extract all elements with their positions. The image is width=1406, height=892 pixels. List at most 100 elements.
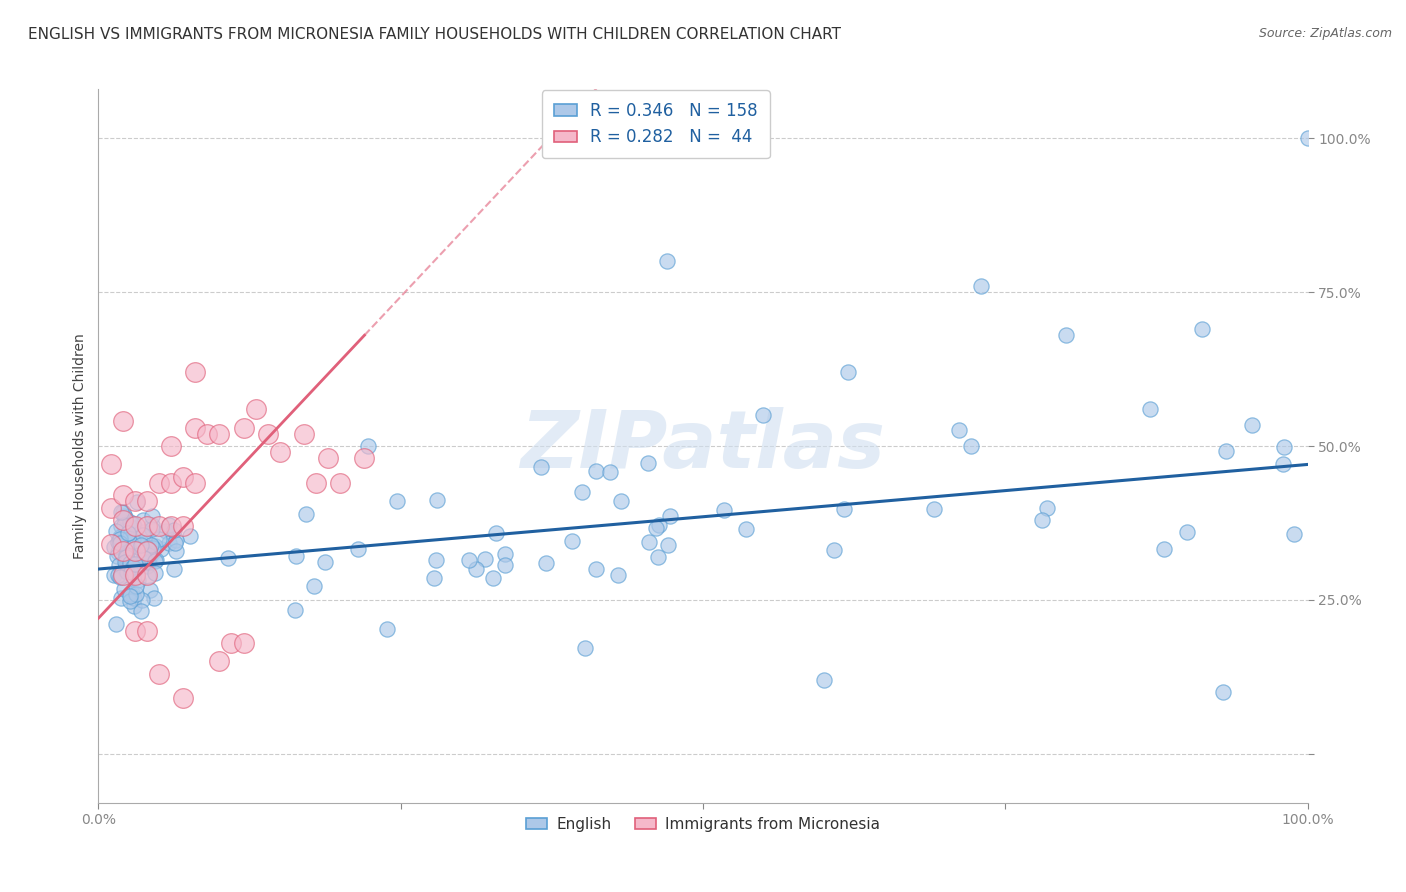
Point [136,545,159,559]
Point [135,541,157,555]
Point [114,555,136,569]
Point [127,558,149,573]
Point [184,365,207,379]
Point [423,571,446,585]
Point [100,458,122,472]
Text: ENGLISH VS IMMIGRANTS FROM MICRONESIA FAMILY HOUSEHOLDS WITH CHILDREN CORRELATIO: ENGLISH VS IMMIGRANTS FROM MICRONESIA FA… [28,27,841,42]
Point [120,556,142,570]
Point [138,541,160,556]
Point [121,516,143,531]
Point [172,691,194,706]
Point [111,488,134,502]
Point [134,551,156,566]
Point [120,560,142,574]
Point [124,519,146,533]
Point [110,530,132,544]
Point [142,541,165,555]
Point [534,556,557,570]
Point [1054,328,1077,343]
Point [121,586,143,600]
Point [148,532,170,546]
Legend: English, Immigrants from Micronesia: English, Immigrants from Micronesia [520,811,886,838]
Point [752,409,775,423]
Point [107,568,129,582]
Text: Source: ZipAtlas.com: Source: ZipAtlas.com [1258,27,1392,40]
Point [141,509,163,524]
Point [1036,500,1059,515]
Point [571,484,593,499]
Point [136,568,159,582]
Point [574,641,596,656]
Point [357,439,380,453]
Point [607,568,630,582]
Point [585,562,607,576]
Point [172,519,194,533]
Point [314,555,336,569]
Point [107,534,129,549]
Point [184,420,207,434]
Point [713,503,735,517]
Point [425,553,447,567]
Point [143,553,166,567]
Point [208,654,231,668]
Point [734,522,756,536]
Point [110,591,132,606]
Point [179,529,201,543]
Point [353,451,375,466]
Point [121,534,143,549]
Point [135,568,157,582]
Point [208,426,231,441]
Point [136,555,159,569]
Point [1296,131,1319,145]
Point [1241,418,1264,433]
Point [134,545,156,559]
Point [948,424,970,438]
Point [105,549,128,563]
Point [970,279,993,293]
Point [960,439,983,453]
Point [610,494,633,508]
Point [647,518,669,533]
Point [135,494,157,508]
Point [129,604,152,618]
Point [141,517,163,532]
Point [111,414,134,428]
Point [1272,440,1295,454]
Point [329,475,352,490]
Point [657,538,679,552]
Point [148,475,170,490]
Point [1031,513,1053,527]
Point [135,543,157,558]
Point [160,439,183,453]
Point [155,524,177,539]
Point [118,534,141,549]
Point [103,541,125,555]
Point [530,460,553,475]
Point [111,513,134,527]
Point [163,523,186,537]
Point [121,554,143,568]
Point [221,636,243,650]
Point [111,543,134,558]
Point [121,560,143,574]
Point [114,509,136,524]
Point [122,599,145,614]
Y-axis label: Family Households with Children: Family Households with Children [73,333,87,559]
Point [482,571,505,585]
Point [124,521,146,535]
Point [104,524,127,539]
Point [131,536,153,550]
Point [120,565,142,579]
Point [375,623,398,637]
Point [464,562,486,576]
Point [145,553,167,567]
Point [1175,525,1198,540]
Point [138,555,160,569]
Point [823,543,845,558]
Point [118,557,141,571]
Point [157,535,180,549]
Point [163,562,186,576]
Point [115,529,138,543]
Point [1215,443,1237,458]
Point [132,525,155,540]
